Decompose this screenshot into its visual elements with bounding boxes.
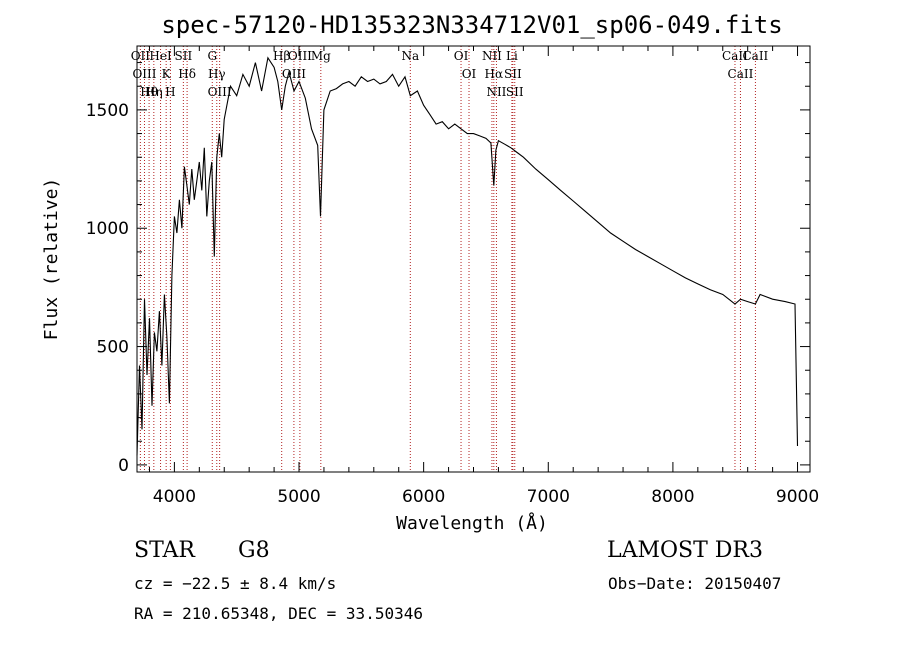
spectral-line-label: Mg bbox=[311, 49, 331, 63]
x-tick-label: 5000 bbox=[277, 487, 320, 507]
spectral-line-label: OIII bbox=[282, 67, 306, 81]
spectral-line-label: Hδ bbox=[178, 67, 196, 81]
spectral-line-label: OIII bbox=[132, 67, 156, 81]
spectral-line-label: Li bbox=[506, 49, 518, 63]
survey-name: LAMOST DR3 bbox=[607, 538, 763, 563]
object-subclass: G8 bbox=[238, 538, 270, 563]
x-tick-label: 4000 bbox=[153, 487, 196, 507]
spectral-line-label: Hα bbox=[485, 67, 504, 81]
spectral-line-label: OII bbox=[131, 49, 151, 63]
ra-dec: RA = 210.65348, DEC = 33.50346 bbox=[134, 604, 423, 623]
spectral-line-label: CaII bbox=[728, 67, 754, 81]
spectral-line-label: SII bbox=[504, 67, 522, 81]
spectrum-line bbox=[136, 56, 799, 456]
spectral-line-label: Hβ bbox=[273, 49, 290, 63]
axis-ticks-layer: 4000 5000 6000 7000 8000 9000 0 500 1000 1500 bbox=[86, 46, 819, 507]
spectral-line-label: OIII bbox=[208, 85, 232, 99]
chart-title: spec-57120-HD135323N334712V01_sp06-049.f… bbox=[161, 11, 782, 39]
spectral-line-label: CaII bbox=[722, 49, 748, 63]
spectral-line-label: SII bbox=[175, 49, 193, 63]
obs-date: Obs−Date: 20150407 bbox=[608, 574, 782, 593]
x-axis-label: Wavelength (Å) bbox=[396, 512, 548, 534]
spectral-line-label: G bbox=[207, 49, 217, 63]
spectral-line-label: NII bbox=[482, 49, 502, 63]
y-axis-label: Flux (relative) bbox=[41, 178, 62, 341]
x-tick-label: 6000 bbox=[402, 487, 445, 507]
spectral-line-label: Hγ bbox=[208, 67, 226, 81]
emission-lines-layer bbox=[139, 46, 756, 472]
spectral-line-label: H bbox=[165, 85, 175, 99]
spectral-line-label: NII bbox=[486, 85, 506, 99]
spectral-line-label: OI bbox=[454, 49, 469, 63]
plot-frame bbox=[136, 45, 811, 473]
spectral-line-label: Na bbox=[401, 49, 419, 63]
spectral-line-label: CaII bbox=[742, 49, 768, 63]
x-tick-label: 7000 bbox=[527, 487, 570, 507]
x-tick-label: 9000 bbox=[776, 487, 819, 507]
spectral-line-label: OIII bbox=[288, 49, 312, 63]
y-tick-label: 1000 bbox=[86, 219, 129, 239]
spectral-line-label: K bbox=[162, 67, 172, 81]
spectral-line-label: HeI bbox=[149, 49, 172, 63]
y-tick-label: 1500 bbox=[86, 101, 129, 121]
object-class: STAR bbox=[134, 538, 195, 563]
x-tick-label: 8000 bbox=[651, 487, 694, 507]
y-tick-label: 500 bbox=[97, 338, 129, 358]
spectral-line-label: Hθ bbox=[140, 85, 158, 99]
spectral-line-label: OI bbox=[462, 67, 477, 81]
line-labels-layer: OIIOIIIHθHηHeIKHSIIHδGHγOIIIHβOIIIOIIIMg… bbox=[131, 49, 769, 99]
y-tick-label: 0 bbox=[118, 456, 129, 476]
spectral-line-label: SII bbox=[506, 85, 524, 99]
redshift-cz: cz = −22.5 ± 8.4 km/s bbox=[134, 574, 337, 593]
spectral-line-label: Hη bbox=[145, 85, 163, 99]
